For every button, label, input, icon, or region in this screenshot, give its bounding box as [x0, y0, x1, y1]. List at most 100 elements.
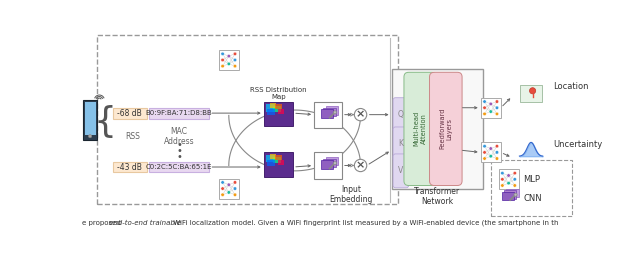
Circle shape — [227, 191, 230, 194]
Bar — [113, 108, 147, 119]
Text: Feedforward
Layers: Feedforward Layers — [439, 108, 452, 149]
Text: {: { — [93, 105, 116, 138]
Text: Location: Location — [553, 82, 588, 91]
Text: end-to-end trainable: end-to-end trainable — [109, 220, 182, 226]
Bar — [491, 160, 572, 216]
Bar — [149, 162, 209, 172]
Circle shape — [221, 181, 224, 184]
Bar — [321, 160, 333, 168]
Circle shape — [495, 151, 499, 154]
Circle shape — [495, 145, 499, 148]
Circle shape — [507, 182, 510, 185]
Text: -43 dB: -43 dB — [117, 163, 142, 172]
Circle shape — [489, 147, 492, 150]
Bar — [278, 160, 284, 165]
Bar — [266, 104, 275, 112]
Circle shape — [495, 157, 499, 160]
Bar — [520, 85, 542, 102]
Bar — [267, 109, 275, 115]
FancyBboxPatch shape — [404, 72, 436, 186]
Bar — [392, 69, 483, 189]
Bar — [481, 142, 501, 162]
Text: •: • — [176, 146, 182, 156]
Text: RSS: RSS — [125, 132, 140, 141]
Circle shape — [88, 135, 92, 138]
Circle shape — [483, 100, 486, 103]
Circle shape — [234, 181, 237, 184]
Circle shape — [221, 52, 224, 56]
Circle shape — [483, 157, 486, 160]
Text: MAC
Address: MAC Address — [164, 126, 195, 146]
Circle shape — [221, 65, 224, 68]
Bar — [267, 160, 275, 166]
Circle shape — [495, 112, 499, 115]
Bar — [275, 155, 282, 160]
Circle shape — [333, 111, 337, 114]
Circle shape — [500, 178, 504, 181]
Circle shape — [483, 151, 486, 154]
Circle shape — [333, 162, 337, 165]
Circle shape — [234, 187, 237, 190]
Circle shape — [500, 172, 504, 175]
Bar — [270, 103, 276, 108]
Bar — [273, 106, 281, 112]
Circle shape — [483, 106, 486, 109]
Circle shape — [483, 145, 486, 148]
FancyBboxPatch shape — [393, 127, 408, 161]
Text: Input
Embedding: Input Embedding — [330, 185, 373, 205]
Circle shape — [234, 58, 237, 62]
Bar — [273, 157, 281, 163]
Circle shape — [221, 58, 224, 62]
Circle shape — [500, 184, 504, 187]
Circle shape — [227, 183, 230, 186]
Circle shape — [507, 174, 510, 177]
Circle shape — [234, 65, 237, 68]
Circle shape — [483, 112, 486, 115]
Circle shape — [495, 100, 499, 103]
Bar — [323, 158, 336, 167]
Bar — [84, 102, 95, 135]
Circle shape — [489, 102, 492, 105]
Circle shape — [234, 52, 237, 56]
Text: C0:2C:5C:BA:65:1E: C0:2C:5C:BA:65:1E — [146, 164, 212, 170]
FancyBboxPatch shape — [393, 98, 408, 132]
Bar — [326, 157, 338, 165]
FancyBboxPatch shape — [429, 72, 462, 186]
Text: CNN: CNN — [524, 194, 542, 203]
Bar — [326, 106, 338, 115]
Bar — [314, 152, 342, 179]
Text: Q: Q — [398, 110, 404, 119]
Bar — [275, 104, 282, 109]
Bar — [83, 100, 97, 140]
Bar — [97, 35, 397, 204]
Text: Uncertainty: Uncertainty — [553, 140, 602, 149]
Bar — [113, 162, 147, 172]
Bar — [481, 98, 501, 118]
Bar — [219, 179, 239, 199]
Circle shape — [221, 193, 224, 196]
Text: V: V — [398, 166, 403, 175]
Bar — [264, 102, 293, 126]
Bar — [504, 190, 516, 199]
Text: K: K — [398, 140, 403, 148]
Circle shape — [227, 55, 230, 58]
Circle shape — [513, 184, 516, 187]
Text: B0:9F:BA:71:D8:BB: B0:9F:BA:71:D8:BB — [146, 110, 212, 116]
Text: e proposed: e proposed — [83, 220, 124, 226]
Bar — [219, 50, 239, 70]
Text: ×: × — [356, 161, 365, 170]
Bar — [502, 192, 514, 200]
Bar — [270, 154, 276, 158]
Circle shape — [489, 155, 492, 158]
Circle shape — [489, 110, 492, 113]
Circle shape — [513, 172, 516, 175]
Bar — [149, 108, 209, 119]
Text: Transformer
Network: Transformer Network — [414, 187, 460, 206]
Bar — [278, 109, 284, 114]
Text: Multi-head
Attention: Multi-head Attention — [413, 111, 427, 146]
Text: •: • — [176, 140, 182, 150]
Circle shape — [221, 187, 224, 190]
Text: RSS Distribution
Map: RSS Distribution Map — [250, 87, 307, 100]
Bar — [323, 108, 336, 116]
Bar — [506, 189, 518, 197]
